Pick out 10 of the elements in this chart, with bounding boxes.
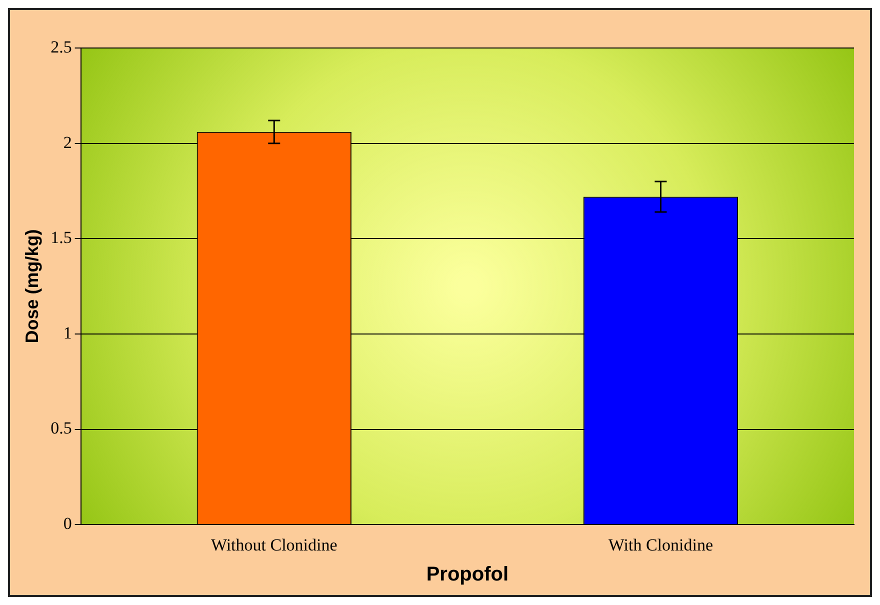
y-tick-label: 1.5: [50, 228, 72, 248]
x-tick-label: With Clonidine: [608, 535, 714, 554]
y-tick-label: 0.5: [50, 418, 72, 438]
x-tick-label: Without Clonidine: [210, 535, 338, 554]
y-tick-label: 2.5: [50, 37, 72, 56]
y-tick-label: 2: [63, 132, 72, 152]
y-tick-label: 1: [63, 323, 72, 342]
x-axis-title: Propofol: [426, 564, 509, 586]
y-tick-label: 0: [63, 514, 72, 534]
y-axis-title: Dose (mg/kg): [22, 229, 42, 344]
